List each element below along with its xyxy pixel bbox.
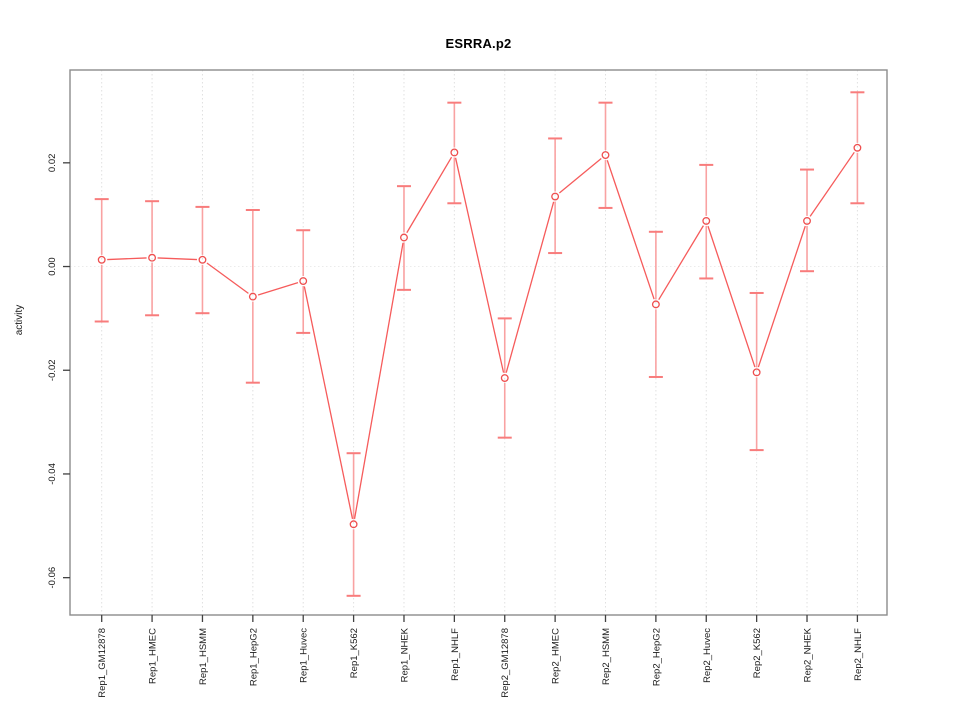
series-segment (157, 257, 197, 261)
series-segment (757, 225, 806, 368)
x-tick-label: Rep2_HMEC (551, 628, 562, 684)
x-tick-label: Rep1_K562 (349, 628, 360, 678)
series-segment (353, 242, 404, 519)
data-point (198, 255, 207, 264)
data-point (97, 255, 106, 264)
x-tick-label: Rep1_NHEK (399, 627, 410, 682)
y-tick-label: -0.06 (47, 567, 58, 589)
series-segment (809, 151, 855, 217)
x-tick-label: Rep2_Huvec (702, 628, 713, 683)
data-point (299, 277, 308, 286)
x-tick-label: Rep1_HMEC (148, 628, 159, 684)
data-point (752, 368, 761, 377)
series-segment (206, 262, 249, 294)
series-segment (658, 225, 704, 301)
y-axis-label: activity (14, 305, 25, 336)
x-tick-label: Rep1_HepG2 (248, 628, 259, 686)
x-tick-label: Rep2_NHEK (803, 627, 814, 682)
series-segment (406, 156, 453, 234)
data-point (853, 143, 862, 152)
x-tick-label: Rep2_K562 (752, 628, 763, 678)
x-tick-label: Rep2_HSMM (601, 628, 612, 685)
data-point (601, 151, 610, 159)
x-tick-label: Rep1_Huvec (299, 628, 310, 683)
x-tick-label: Rep1_HSMM (198, 628, 209, 685)
data-point (803, 216, 811, 225)
series-segment (558, 158, 602, 194)
data-point (500, 374, 509, 382)
x-tick-label: Rep2_GM12878 (500, 628, 511, 698)
y-tick-label: 0.00 (47, 257, 58, 276)
data-point (400, 233, 408, 242)
y-tick-label: -0.04 (47, 463, 58, 485)
data-point (450, 148, 459, 157)
series-segment (707, 225, 756, 368)
x-tick-label: Rep1_NHLF (450, 628, 461, 681)
series-segment (454, 157, 505, 373)
data-point (651, 300, 660, 309)
series-segment (303, 286, 354, 519)
series-segment (505, 201, 555, 373)
data-point (148, 253, 157, 262)
x-tick-label: Rep1_GM12878 (97, 628, 108, 698)
series-segment (107, 257, 147, 261)
data-point (551, 192, 560, 201)
data-point (702, 216, 711, 225)
data-point (248, 292, 257, 301)
x-tick-label: Rep2_HepG2 (651, 628, 662, 686)
y-tick-label: 0.02 (47, 154, 58, 173)
series-segment (257, 282, 299, 296)
plot-box (69, 69, 888, 616)
y-tick-label: -0.02 (47, 359, 58, 381)
x-tick-label: Rep2_NHLF (853, 628, 864, 681)
series-segment (606, 160, 655, 300)
data-point (349, 520, 358, 529)
chart-title: ESRRA.p2 (445, 36, 512, 51)
